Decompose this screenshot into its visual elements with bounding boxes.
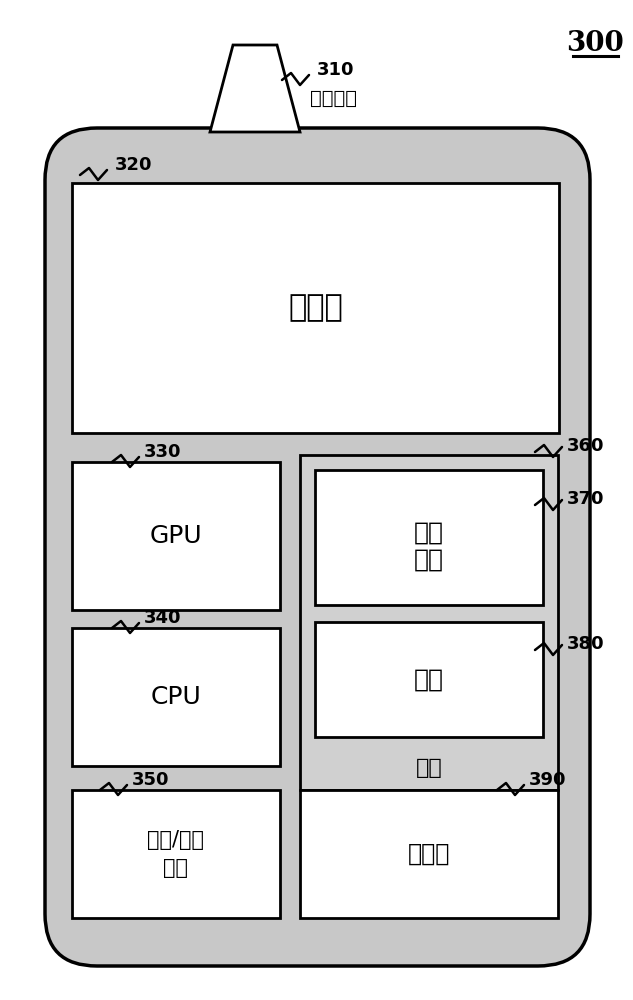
Bar [315, 470, 543, 605]
Text: 内存: 内存 [416, 758, 442, 778]
Bar [72, 628, 280, 766]
Text: 380: 380 [567, 635, 605, 653]
Bar [72, 790, 280, 918]
Text: 370: 370 [567, 490, 605, 508]
Bar [300, 790, 558, 918]
Text: 340: 340 [144, 609, 182, 627]
Text: 300: 300 [566, 30, 624, 57]
Text: 350: 350 [132, 771, 170, 789]
Text: 应用: 应用 [414, 668, 444, 692]
Text: 390: 390 [529, 771, 567, 789]
Text: 界面: 界面 [163, 858, 189, 878]
Text: 显示器: 显示器 [288, 294, 343, 322]
Text: CPU: CPU [151, 685, 201, 709]
Text: 输入/输出: 输入/输出 [147, 830, 204, 850]
Bar [300, 455, 558, 790]
Text: GPU: GPU [149, 524, 203, 548]
Text: 系统: 系统 [414, 548, 444, 572]
Text: 320: 320 [115, 156, 153, 174]
Bar [72, 183, 559, 433]
FancyBboxPatch shape [45, 128, 590, 966]
Text: 存储器: 存储器 [408, 842, 450, 866]
Text: 360: 360 [567, 437, 605, 455]
Text: 310: 310 [317, 61, 354, 79]
Bar [72, 462, 280, 610]
Text: 操作: 操作 [414, 520, 444, 544]
Text: 通信平台: 通信平台 [310, 89, 357, 107]
Bar [315, 622, 543, 737]
Text: 330: 330 [144, 443, 182, 461]
Polygon shape [210, 45, 300, 132]
